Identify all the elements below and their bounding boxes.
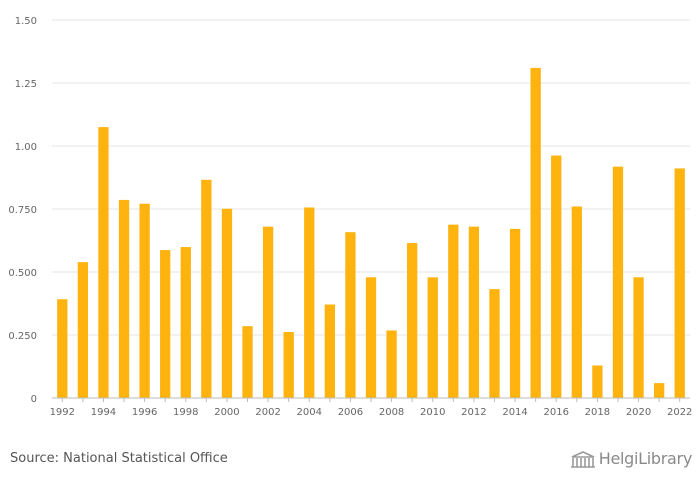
bar-2004 [304,207,315,398]
y-tick-label: 0 [31,394,37,405]
x-tick-label: 2004 [297,407,322,418]
bar-2020 [633,277,644,398]
x-tick-label: 2016 [543,407,568,418]
x-tick-label: 2018 [585,407,610,418]
x-tick-label: 1992 [50,407,75,418]
bar-2005 [324,304,335,398]
bar-2011 [448,224,459,398]
bar-1999 [201,179,212,398]
bar-2021 [653,383,665,398]
bar-1994 [98,127,109,398]
bar-2013 [489,289,500,398]
y-tick-label: 0.750 [8,205,37,216]
x-tick-label: 2010 [420,407,445,418]
x-tick-label: 2002 [255,407,280,418]
x-tick-label: 2006 [338,407,363,418]
bar-2009 [407,243,418,398]
x-tick-label: 2020 [626,407,651,418]
bar-2008 [386,330,397,398]
bar-2016 [551,155,562,398]
source-note: Source: National Statistical Office [10,451,228,466]
bars [57,67,685,398]
bar-2002 [262,226,274,398]
bar-2010 [427,277,438,398]
bar-1996 [139,203,150,398]
bar-1995 [118,199,130,398]
y-tick-label: 0.500 [8,268,37,279]
x-tick-label: 2014 [502,407,527,418]
bar-2012 [468,226,480,398]
y-tick-label: 0.250 [8,331,37,342]
grid-lines [52,19,690,336]
bar-2014 [509,228,521,398]
bar-2019 [612,166,624,398]
bar-2003 [283,331,294,398]
bar-2022 [674,168,685,398]
bar-1993 [77,262,89,398]
bar-1998 [180,247,191,398]
bar-1997 [160,250,171,398]
bar-2015 [530,67,541,398]
logo-text: HelgiLibrary [598,449,693,468]
helgi-library-logo: HelgiLibrary [570,449,692,468]
x-tick-label: 2008 [379,407,404,418]
bar-1992 [57,299,68,398]
y-tick-label: 1.25 [15,79,37,90]
y-tick-label: 1.50 [15,16,37,27]
y-axis-labels: 0 0.250 0.500 0.750 1.00 1.25 1.50 [8,16,37,405]
library-building-icon [570,450,595,468]
x-axis-labels: 1992 1994 1996 1998 2000 2002 2004 2006 2008 2010… [50,398,692,418]
bar-2018 [592,365,603,398]
bar-2006 [345,232,356,398]
x-tick-label: 2012 [461,407,486,418]
bar-2017 [571,206,582,398]
x-tick-label: 1998 [173,407,198,418]
y-tick-label: 1.00 [15,142,37,153]
bar-2000 [221,208,233,398]
bar-2007 [365,277,377,398]
x-tick-label: 1996 [132,407,157,418]
bar-2001 [242,326,253,398]
x-tick-label: 2022 [667,407,692,418]
x-tick-label: 1994 [91,407,116,418]
x-tick-label: 2000 [214,407,239,418]
